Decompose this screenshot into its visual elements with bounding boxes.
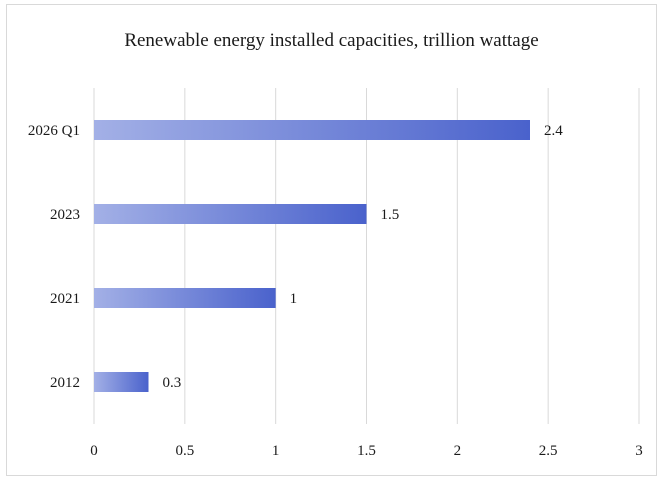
bar-2023 [94,204,367,224]
data-label: 1 [290,291,298,307]
bar-2012 [94,372,149,392]
data-label: 2.4 [544,123,563,139]
x-tick-label: 1 [272,443,280,459]
x-tick-label: 3 [635,443,643,459]
bar-layer [94,120,530,392]
chart-title: Renewable energy installed capacities, t… [124,30,539,51]
x-tick-label: 0.5 [175,443,194,459]
category-label: 2021 [50,291,80,307]
bar-2021 [94,288,276,308]
x-tick-label: 0 [90,443,98,459]
category-label: 2026 Q1 [28,123,80,139]
category-label: 2023 [50,207,80,223]
category-label: 2012 [50,375,80,391]
data-label: 1.5 [381,207,400,223]
x-tick-label: 2.5 [539,443,558,459]
x-tick-label: 2 [454,443,462,459]
grid-layer [93,88,640,424]
bar-2026-q1 [94,120,530,140]
label-layer: 0 0.5 1 1.5 2 2.5 3 2026 Q1 2.4 2023 1.5 2021 1 2012 0… [28,123,643,459]
x-tick-label: 1.5 [357,443,376,459]
data-label: 0.3 [163,375,182,391]
